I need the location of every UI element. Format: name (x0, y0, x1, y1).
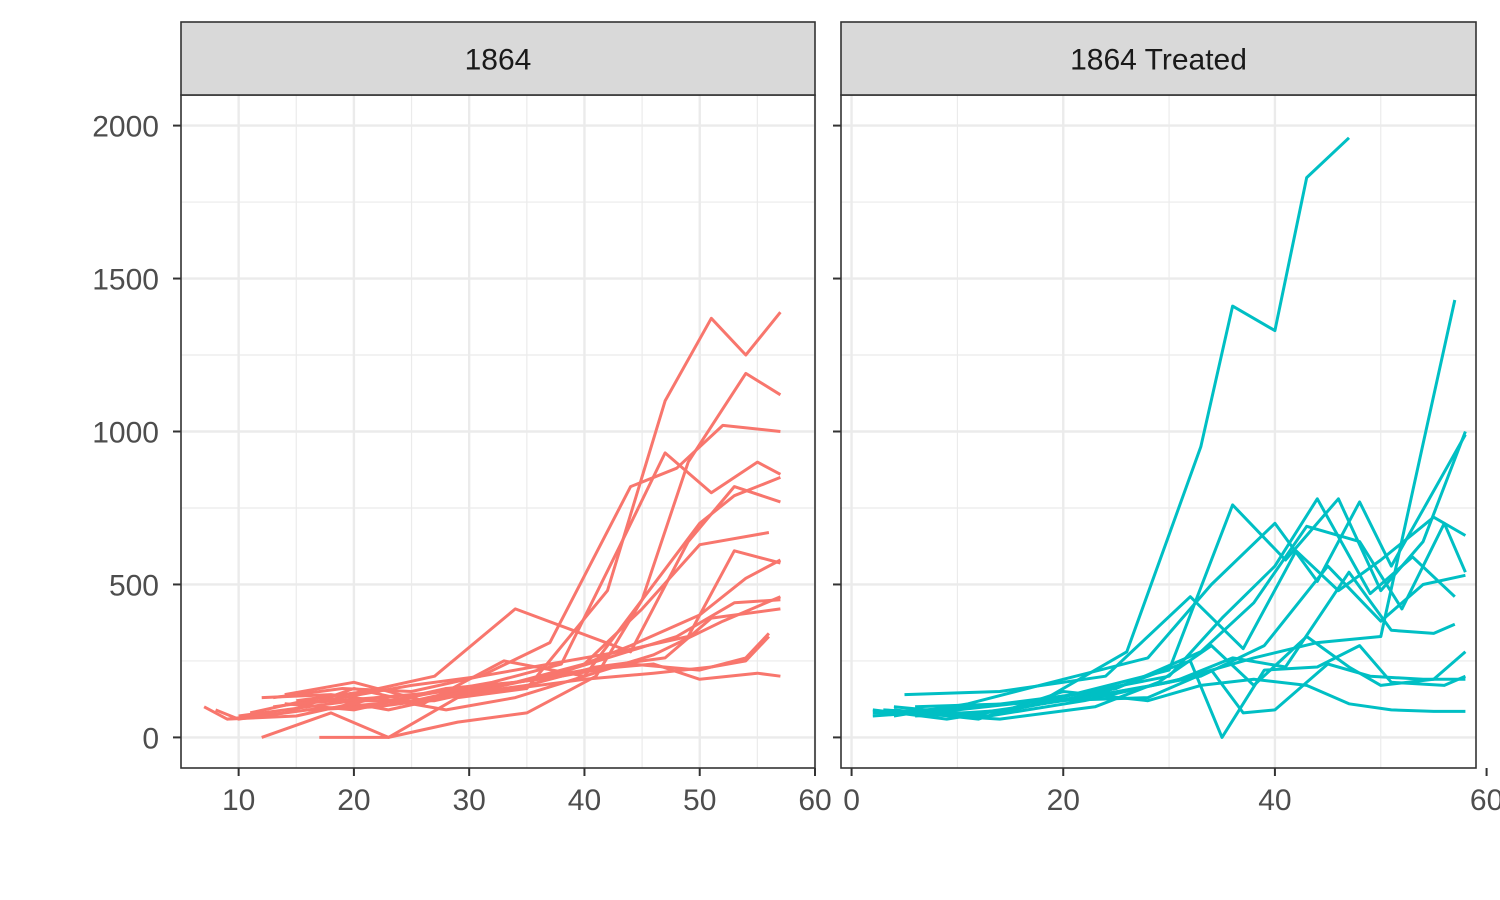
series-line-2 (273, 423, 781, 700)
x-tick-label: 40 (568, 784, 601, 817)
series-line-4 (904, 515, 1467, 697)
chart-panels: 1864 10 20 30 40 50 60 0 500 1000 1500 2000 1864 Tre… (92, 21, 1500, 817)
x-tick-label: 10 (222, 784, 255, 817)
y-tick-label: 2000 (92, 111, 159, 144)
series-line-3 (893, 433, 1467, 718)
series-line-9 (238, 595, 781, 718)
facet-strip-label: 1864 (465, 44, 532, 77)
facet-strip (180, 21, 816, 96)
y-tick-label: 1000 (92, 417, 159, 450)
y-tick-label: 1500 (92, 264, 159, 297)
series-line-13 (296, 662, 781, 706)
x-tick-label: 20 (337, 784, 370, 817)
series-line-14 (307, 635, 770, 712)
series-line-10 (915, 644, 1466, 739)
x-tick-label: 60 (1470, 784, 1500, 817)
series-line-8 (893, 570, 1456, 718)
series-line-11 (273, 549, 781, 709)
facet-strip (840, 21, 1477, 96)
series-line-6 (883, 497, 1456, 715)
y-tick-label: 0 (142, 722, 159, 755)
x-tick-label: 40 (1258, 784, 1291, 817)
panel-1: 1864 Treated 0 20 40 60 (833, 21, 1500, 817)
x-tick-label: 20 (1047, 784, 1080, 817)
series-line-0 (261, 311, 782, 739)
panel-0: 1864 10 20 30 40 50 60 0 500 1000 1500 2000 (92, 21, 832, 817)
series-line-12 (893, 677, 1466, 721)
series-line-5 (296, 485, 781, 703)
y-tick-label: 500 (109, 569, 159, 602)
x-tick-label: 0 (843, 784, 860, 817)
series-line-1 (319, 371, 782, 739)
x-tick-label: 30 (452, 784, 485, 817)
series-line-12 (284, 632, 770, 703)
x-tick-label: 50 (683, 784, 716, 817)
x-tick-label: 60 (798, 784, 831, 817)
facet-strip-label: 1864 Treated (1070, 44, 1247, 77)
